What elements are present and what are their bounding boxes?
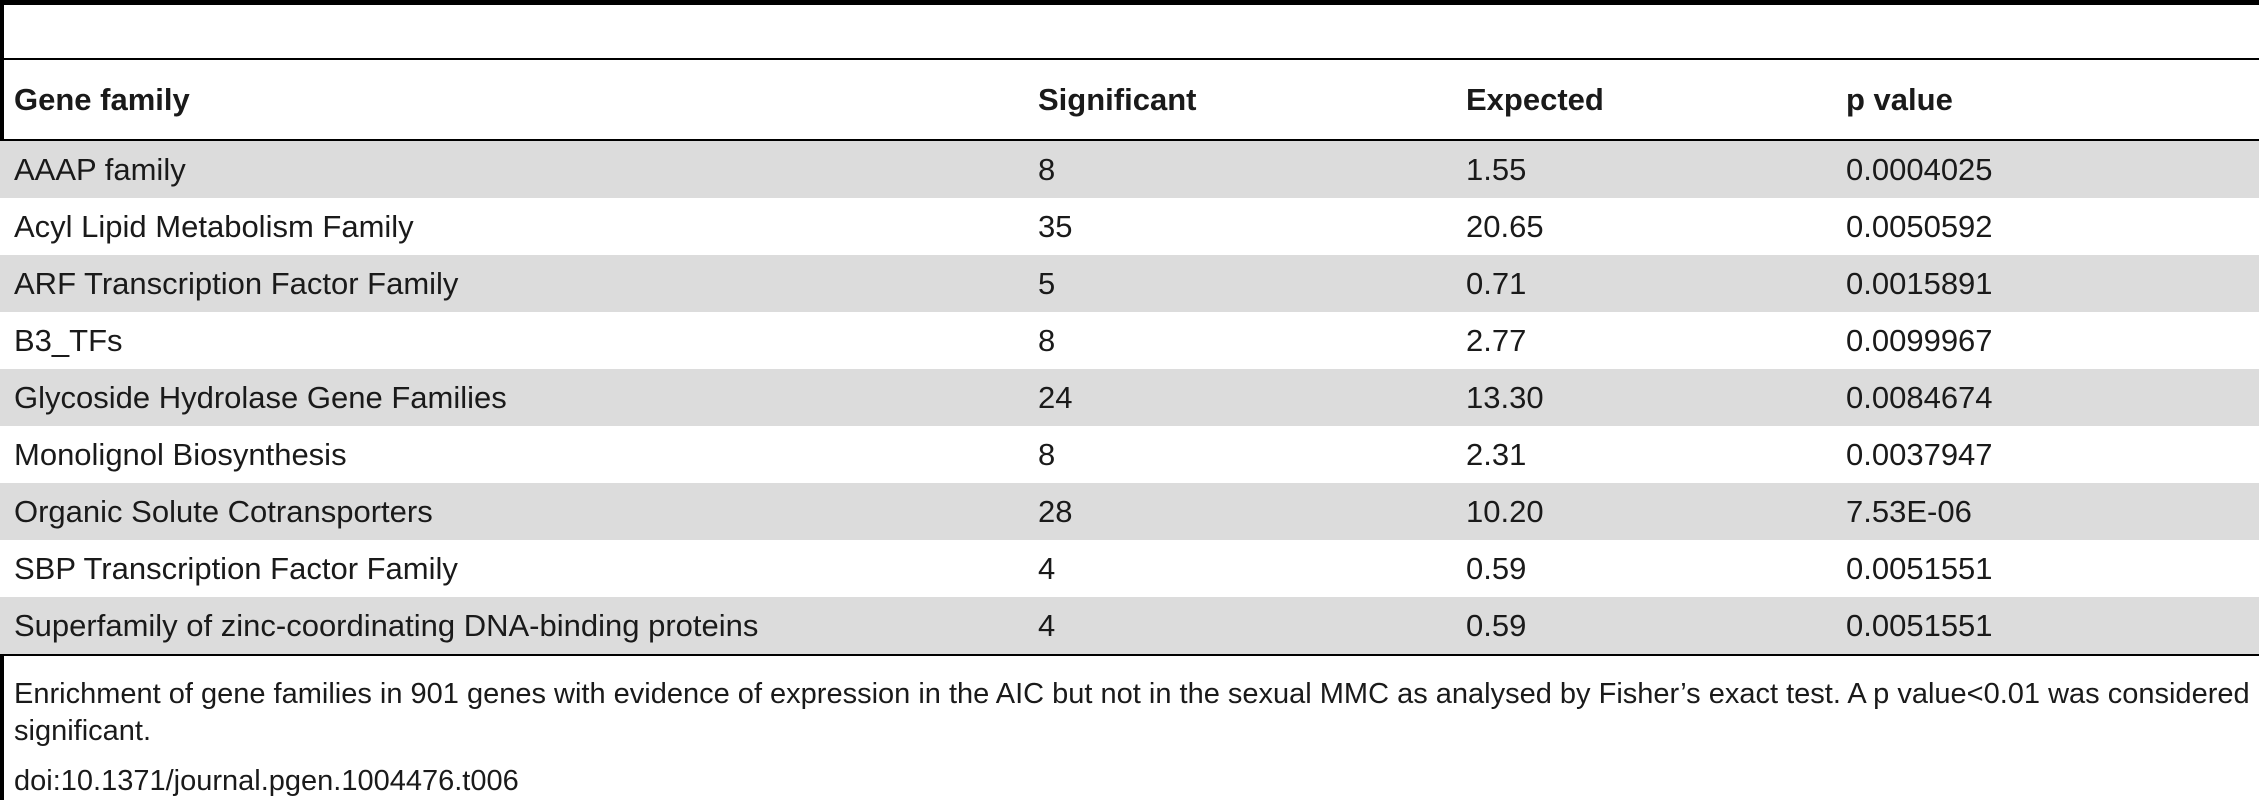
table-row: Superfamily of zinc-coordinating DNA-bin… — [0, 597, 2259, 655]
cell-expected: 1.55 — [1452, 140, 1832, 198]
cell-significant: 8 — [1024, 140, 1452, 198]
top-rule — [0, 0, 2259, 5]
cell-significant: 4 — [1024, 540, 1452, 597]
cell-gene-family: B3_TFs — [0, 312, 1024, 369]
column-header-significant: Significant — [1038, 81, 1197, 117]
cell-p-value: 0.0099967 — [1832, 312, 2259, 369]
cell-gene-family: Monolignol Biosynthesis — [0, 426, 1024, 483]
table-row: Monolignol Biosynthesis 8 2.31 0.0037947 — [0, 426, 2259, 483]
table-footnote: Enrichment of gene families in 901 genes… — [14, 678, 2250, 747]
table-row: SBP Transcription Factor Family 4 0.59 0… — [0, 540, 2259, 597]
table-container: Gene family Significant Expected p value… — [0, 58, 2259, 656]
cell-gene-family: SBP Transcription Factor Family — [0, 540, 1024, 597]
cell-significant: 24 — [1024, 369, 1452, 426]
cell-significant: 4 — [1024, 597, 1452, 655]
cell-expected: 20.65 — [1452, 198, 1832, 255]
cell-significant: 5 — [1024, 255, 1452, 312]
table-row: Organic Solute Cotransporters 28 10.20 7… — [0, 483, 2259, 540]
column-header-gene-family: Gene family — [14, 81, 190, 117]
cell-significant: 28 — [1024, 483, 1452, 540]
cell-expected: 0.71 — [1452, 255, 1832, 312]
cell-p-value: 0.0084674 — [1832, 369, 2259, 426]
table-header-row: Gene family Significant Expected p value — [0, 59, 2259, 140]
gene-family-table: Gene family Significant Expected p value… — [0, 58, 2259, 656]
cell-expected: 13.30 — [1452, 369, 1832, 426]
table-row: Glycoside Hydrolase Gene Families 24 13.… — [0, 369, 2259, 426]
cell-p-value: 7.53E-06 — [1832, 483, 2259, 540]
table-row: ARF Transcription Factor Family 5 0.71 0… — [0, 255, 2259, 312]
table-row: Acyl Lipid Metabolism Family 35 20.65 0.… — [0, 198, 2259, 255]
cell-expected: 2.77 — [1452, 312, 1832, 369]
cell-gene-family: ARF Transcription Factor Family — [0, 255, 1024, 312]
cell-significant: 8 — [1024, 312, 1452, 369]
cell-gene-family: Acyl Lipid Metabolism Family — [0, 198, 1024, 255]
cell-p-value: 0.0050592 — [1832, 198, 2259, 255]
cell-p-value: 0.0015891 — [1832, 255, 2259, 312]
cell-p-value: 0.0004025 — [1832, 140, 2259, 198]
cell-expected: 0.59 — [1452, 597, 1832, 655]
column-header-p-value: p value — [1846, 81, 1953, 117]
cell-p-value: 0.0037947 — [1832, 426, 2259, 483]
cell-expected: 0.59 — [1452, 540, 1832, 597]
column-header-expected: Expected — [1466, 81, 1604, 117]
table-row: B3_TFs 8 2.77 0.0099967 — [0, 312, 2259, 369]
cell-gene-family: Superfamily of zinc-coordinating DNA-bin… — [0, 597, 1024, 655]
cell-p-value: 0.0051551 — [1832, 540, 2259, 597]
cell-significant: 35 — [1024, 198, 1452, 255]
table-row: AAAP family 8 1.55 0.0004025 — [0, 140, 2259, 198]
doi-link[interactable]: doi:10.1371/journal.pgen.1004476.t006 — [14, 765, 519, 797]
cell-gene-family: Organic Solute Cotransporters — [0, 483, 1024, 540]
cell-expected: 2.31 — [1452, 426, 1832, 483]
cell-gene-family: AAAP family — [0, 140, 1024, 198]
cell-gene-family: Glycoside Hydrolase Gene Families — [0, 369, 1024, 426]
cell-significant: 8 — [1024, 426, 1452, 483]
cell-expected: 10.20 — [1452, 483, 1832, 540]
cell-p-value: 0.0051551 — [1832, 597, 2259, 655]
